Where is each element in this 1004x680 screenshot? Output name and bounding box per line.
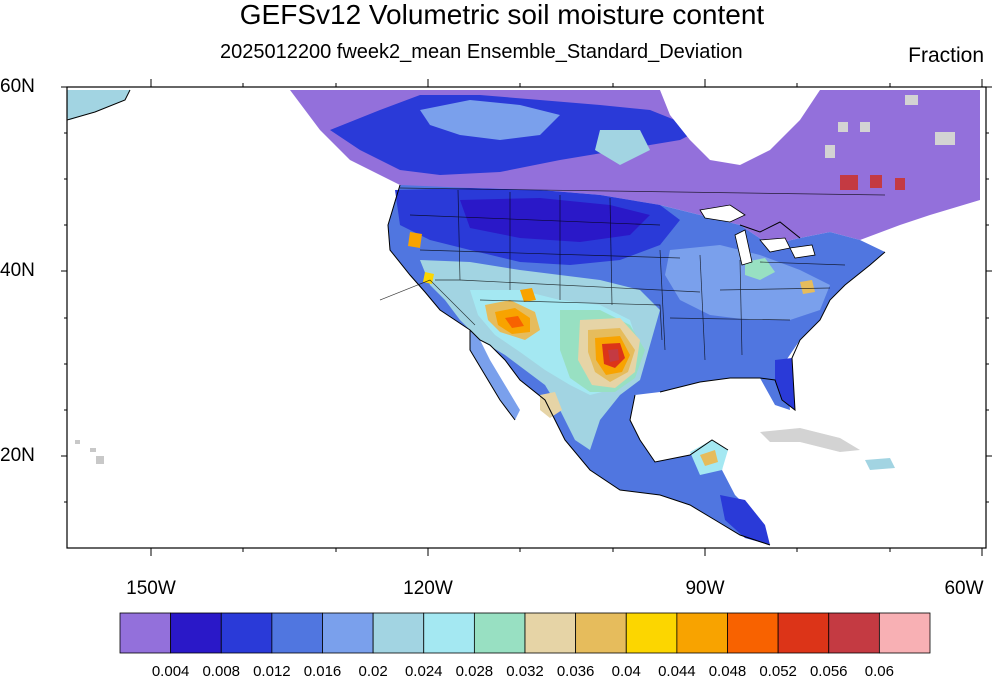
colorbar-swatch: [170, 612, 222, 654]
colorbar-tick-label: 0.02: [358, 663, 388, 680]
colorbar-swatch: [119, 612, 172, 654]
colorbar-swatch: [828, 612, 880, 654]
map-field: [67, 89, 980, 546]
cuba-region: [760, 428, 860, 452]
colorbar-swatch: [727, 612, 779, 654]
central-america-dark: [720, 495, 770, 545]
texas-dark-red-patch: [608, 349, 619, 362]
hudson-bay-edge: [595, 130, 650, 165]
colorbar-tick-label: 0.004: [151, 663, 190, 680]
colorbar-swatch: [878, 612, 931, 654]
colorbar-swatch: [676, 612, 728, 654]
hawaii-islands: [75, 440, 104, 464]
lon-label-120w: 120W: [403, 578, 453, 599]
appalachian-tan: [800, 280, 815, 294]
colorbar-swatch: [423, 612, 475, 654]
colorbar-swatch: [575, 612, 627, 654]
colorbar-tick-label: 0.048: [708, 663, 747, 680]
baja-region: [470, 330, 520, 420]
alaska-region: [67, 90, 130, 120]
colorbar-swatch: [271, 612, 323, 654]
colorbar-swatch: [473, 612, 526, 654]
eastern-light-region: [665, 245, 830, 320]
coastlines: [67, 89, 886, 546]
map-subtitle: 2025012200 fweek2_mean Ensemble_Standard…: [220, 41, 743, 63]
colorbar-tick-label: 0.036: [556, 663, 595, 680]
florida-region: [775, 358, 795, 410]
colorbar-tick-label: 0.052: [759, 663, 797, 680]
mexico-tan-patch: [540, 392, 562, 418]
colorbar-tick-label: 0.044: [658, 663, 696, 680]
colorbar-swatch: [372, 612, 425, 654]
northern-darker-band: [460, 198, 650, 242]
lat-label-20n: 20N: [0, 445, 35, 466]
lat-label-40n: 40N: [0, 260, 35, 281]
hudson-bay-gap: [660, 90, 820, 165]
new-mexico-orange-patch: [520, 288, 536, 302]
colorbar-tick-label: 0.028: [455, 663, 494, 680]
colorbar-tick-label: 0.04: [611, 663, 641, 680]
lat-label-60n: 60N: [0, 76, 35, 97]
colorbar: [119, 612, 931, 654]
canada-red-cells: [840, 175, 905, 190]
units-label: Fraction: [908, 44, 984, 67]
colorbar-swatch: [625, 612, 678, 654]
great-lakes: [699, 204, 816, 266]
california-orange-patch: [408, 232, 422, 248]
state-boundaries: [379, 187, 886, 361]
colorbar-tick-label: 0.008: [202, 663, 241, 680]
yucatan-gold-patch: [700, 450, 718, 466]
axis-ticks: [61, 79, 992, 556]
colorbar-swatch: [220, 612, 273, 654]
hispaniola-region: [865, 458, 895, 470]
colorbar-swatch: [524, 612, 577, 654]
map-title: GEFSv12 Volumetric soil moisture content: [239, 0, 765, 30]
colorbar-tick-label: 0.024: [404, 663, 443, 680]
colorbar-tick-label: 0.016: [303, 663, 342, 680]
lon-label-150w: 150W: [126, 578, 176, 599]
arizona-red-patch: [505, 316, 524, 328]
lon-label-60w: 60W: [944, 578, 984, 599]
canada-light-patches: [420, 100, 560, 140]
lon-label-90w: 90W: [685, 578, 725, 599]
colorbar-tick-label: 0.056: [809, 663, 848, 680]
colorbar-swatch: [322, 612, 374, 654]
colorbar-tick-label: 0.06: [864, 663, 894, 680]
ohio-valley-green: [745, 258, 775, 280]
colorbar-swatch: [777, 612, 830, 654]
colorbar-tick-label: 0.032: [506, 663, 544, 680]
colorbar-tick-label: 0.012: [253, 663, 291, 680]
